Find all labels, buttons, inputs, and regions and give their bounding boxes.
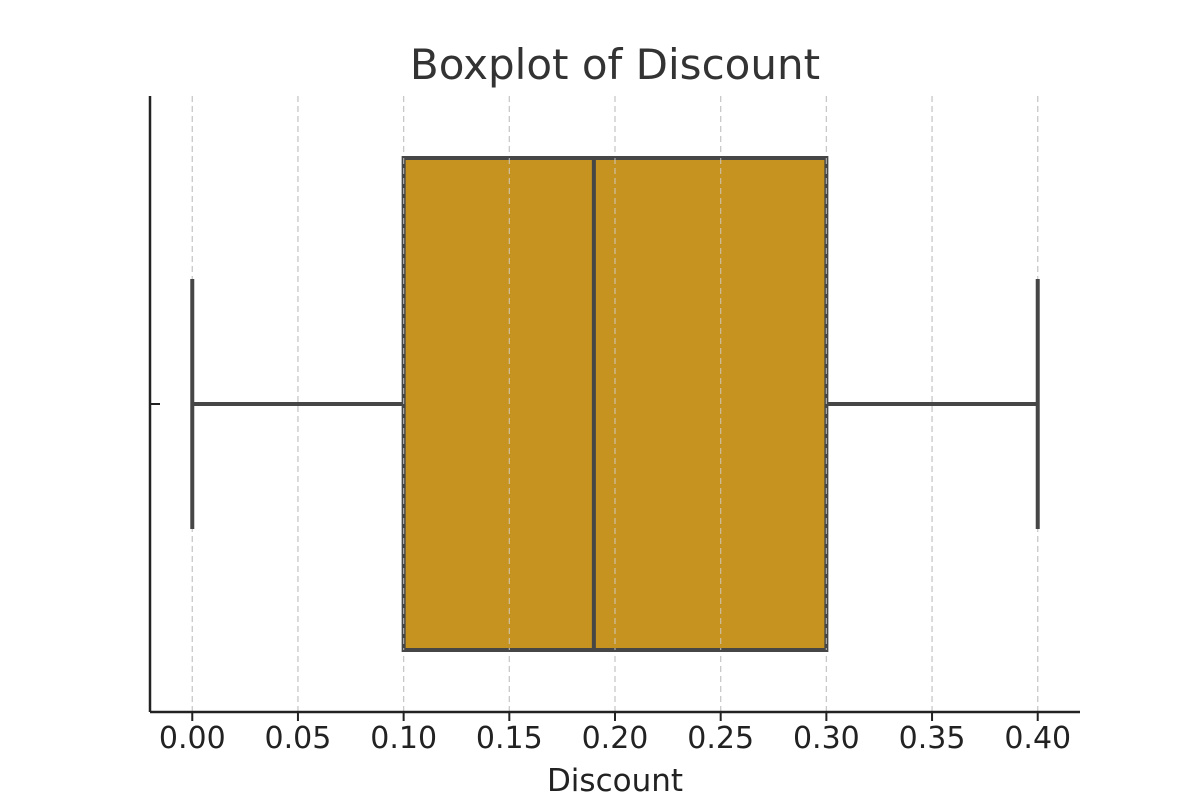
x-tick-label-3: 0.15 bbox=[476, 721, 543, 756]
x-tick-label-5: 0.25 bbox=[687, 721, 754, 756]
x-tick-label-7: 0.35 bbox=[899, 721, 966, 756]
x-tick-label-6: 0.30 bbox=[793, 721, 860, 756]
x-tick-label-8: 0.40 bbox=[1004, 721, 1071, 756]
chart-title: Boxplot of Discount bbox=[410, 40, 820, 89]
x-tick-label-0: 0.00 bbox=[159, 721, 226, 756]
x-tick-label-1: 0.05 bbox=[265, 721, 332, 756]
x-tick-label-2: 0.10 bbox=[370, 721, 437, 756]
box-plot bbox=[190, 156, 1040, 652]
x-axis-ticks: 0.00 0.05 0.10 0.15 0.20 0.25 0.30 0.35 0.40 bbox=[159, 712, 1071, 756]
x-axis-label: Discount bbox=[547, 763, 683, 799]
x-tick-label-4: 0.20 bbox=[582, 721, 649, 756]
